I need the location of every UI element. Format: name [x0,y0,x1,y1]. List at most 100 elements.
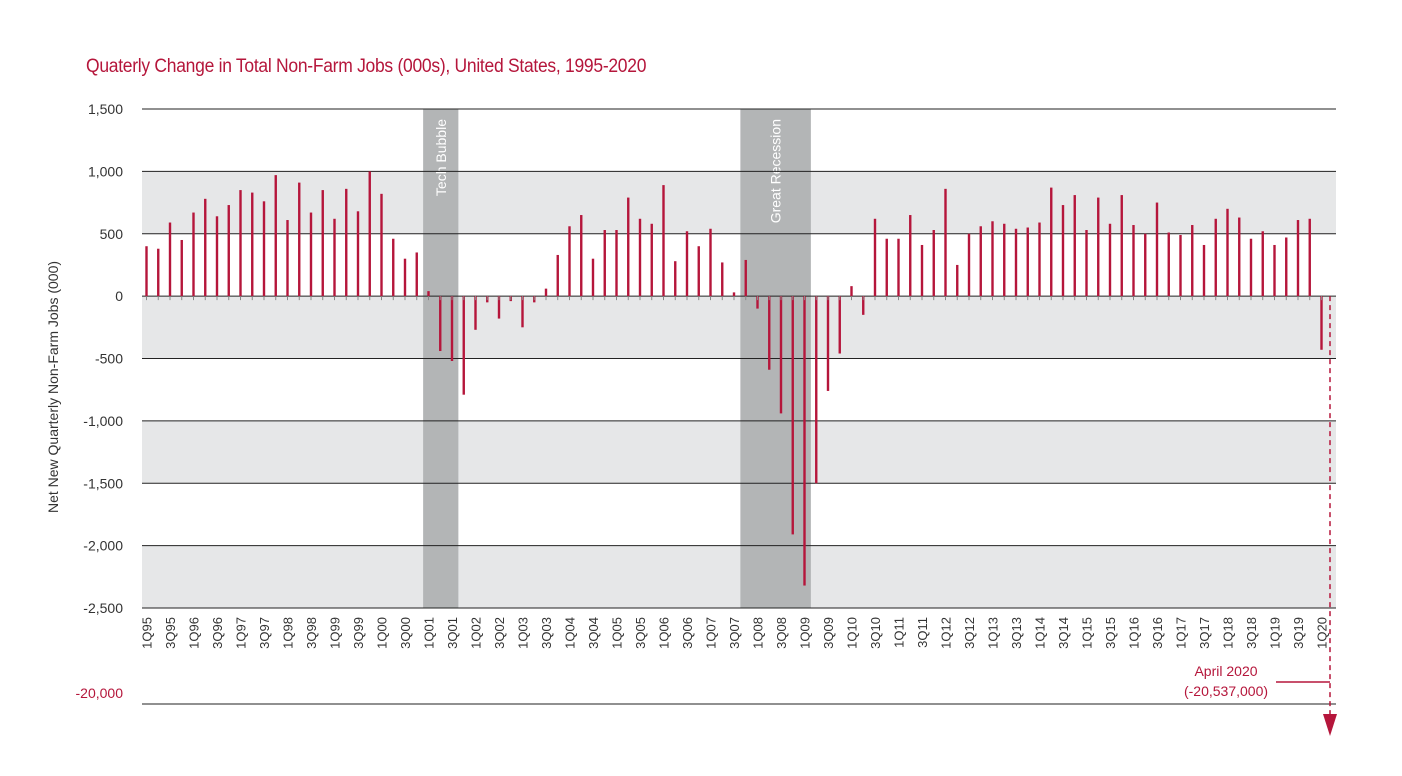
bar [333,218,336,297]
x-tick-label: 3Q13 [1009,617,1024,649]
x-tick-label: 1Q10 [845,617,860,649]
y-tick-label: -1,500 [83,475,123,491]
bar [474,296,477,330]
x-tick-label: 3Q12 [962,617,977,649]
bar [920,244,924,297]
bar [815,296,818,484]
bar [286,220,289,297]
bar [356,211,360,297]
bar [685,231,689,297]
bar [392,238,395,297]
x-tick-label: 3Q01 [445,617,460,649]
x-tick-label: 3Q07 [727,617,742,649]
bar [1097,197,1100,297]
x-tick-label: 1Q07 [704,617,719,649]
x-tick-label: 1Q95 [140,617,155,649]
bars [145,171,1323,586]
bar [1226,208,1229,297]
y-axis-ticks: 1,500 1,000 500 0 -500 -1,000 -1,500 -2,000 -2,5… [83,101,123,616]
bar [779,296,783,414]
x-tick-label: 3Q11 [915,617,930,648]
x-tick-label: 1Q96 [187,617,202,649]
x-tick-label: 1Q05 [610,617,625,649]
bar [427,291,430,297]
bar [1261,231,1264,297]
bar [157,248,160,297]
bar [1296,220,1300,297]
x-tick-label: 3Q99 [351,617,366,649]
y-tick-label: 500 [100,226,124,242]
bar [1120,195,1123,297]
bar [603,230,606,297]
y-tick-label: -500 [95,351,123,367]
bar [521,296,524,328]
bar [1202,244,1206,297]
y-tick-label: 0 [115,288,123,304]
bar [544,288,548,297]
bar [979,226,982,297]
bar [803,296,806,586]
x-tick-label: 3Q98 [304,617,319,649]
bar [568,226,571,297]
shaded-period-label: Tech Bubble [433,119,449,196]
bar [1273,244,1276,297]
y-tick-label: -2,000 [83,538,123,554]
bar [1050,187,1053,297]
bar [1249,238,1253,297]
background-band [142,296,1336,359]
down-arrow-icon [1323,714,1337,736]
x-tick-label: 1Q17 [1174,617,1189,649]
bar [768,296,771,370]
bar [439,296,442,352]
x-tick-label: 3Q17 [1197,617,1212,649]
x-tick-label: 3Q06 [680,617,695,649]
broken-axis-tick-label: -20,000 [76,685,124,701]
x-tick-label: 1Q01 [422,617,437,649]
bar [662,185,665,297]
gridlines [142,108,1336,609]
y-axis-label: Net New Quarterly Non-Farm Jobs (000) [45,261,61,513]
bar [674,261,677,297]
bar [1238,217,1241,297]
bar [251,192,254,297]
x-tick-label: 3Q10 [868,617,883,649]
x-tick-label: 3Q19 [1291,617,1306,649]
x-axis-ticks: 1Q95 3Q95 1Q96 3Q96 1Q97 3Q97 1Q98 3Q98 1Q99 3Q99… [140,617,1330,649]
bar [1214,218,1217,297]
bar [873,218,877,297]
x-tick-label: 1Q02 [469,617,484,649]
x-tick-label: 1Q98 [281,617,296,649]
background-band [142,171,1336,234]
bar [850,286,853,297]
bar [1191,225,1194,297]
bar [215,216,219,297]
bar [1026,227,1029,297]
bar [838,296,841,354]
x-tick-label: 3Q05 [633,617,648,649]
bar [1014,228,1018,297]
bar [591,258,595,297]
chart-title: Quaterly Change in Total Non-Farm Jobs (… [86,56,647,77]
broken-axis-section: -20,000 April 2020 (-20,537,000) [76,296,1337,736]
bar [967,233,971,297]
y-tick-label: 1,000 [88,163,123,179]
bar [1308,218,1311,297]
bar [1038,222,1041,297]
x-tick-label: 1Q11 [892,617,907,648]
x-tick-label: 1Q08 [751,617,766,649]
x-tick-label: 1Q19 [1268,617,1283,649]
bar [192,212,195,297]
bar [721,262,724,297]
bar [697,246,700,297]
outlier-annotation-value: (-20,537,000) [1184,683,1268,699]
y-tick-label: 1,500 [88,101,123,117]
bar [862,296,865,315]
x-tick-label: 3Q97 [257,617,272,649]
bar [932,230,935,297]
bar [1179,234,1182,297]
x-tick-label: 3Q00 [398,617,413,649]
bar [826,296,830,391]
bar [791,296,794,535]
bar [321,190,324,297]
